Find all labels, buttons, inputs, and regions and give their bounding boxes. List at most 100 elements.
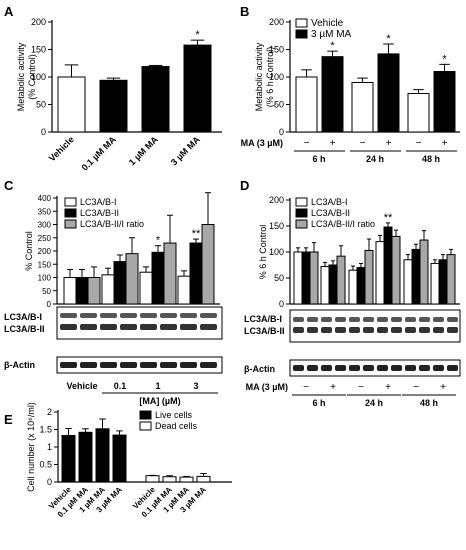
c-group-label: 3 (193, 381, 198, 391)
c-band-actin (60, 362, 77, 368)
e-y-tick-label: 0 (47, 477, 52, 487)
e-bar (78, 431, 93, 483)
a-x-tick-label: Vehicle (47, 134, 76, 163)
c-legend-swatch (64, 208, 77, 218)
c-y-tick-label: 300 (38, 221, 52, 230)
d-band-lc3-ii (419, 327, 430, 333)
d-bar (411, 248, 421, 305)
d-bar (446, 254, 456, 305)
d-band-lc3-ii (433, 327, 444, 333)
b-bar (295, 76, 318, 133)
c-bar (63, 277, 77, 305)
b-legend-swatch (295, 18, 308, 28)
d-blot-label: β-Actin (244, 364, 275, 374)
b-bar (351, 82, 374, 133)
b-treatment-sign: − (304, 138, 310, 149)
d-blot-actin-frame (289, 359, 461, 377)
c-band-lc3-ii (60, 324, 77, 330)
c-blot-label: β-Actin (4, 360, 35, 370)
d-bar (375, 241, 385, 305)
c-band-lc3-i (120, 313, 137, 318)
e-bar (61, 434, 76, 483)
e-y-tick-label: 2 (47, 407, 52, 417)
d-band-lc3-i (377, 317, 388, 322)
d-band-actin (447, 365, 458, 371)
c-legend-swatch (64, 219, 77, 229)
d-bar (309, 251, 319, 305)
c-y-tick-label: 250 (38, 234, 52, 243)
c-band-lc3-ii (100, 324, 117, 330)
c-band-actin (200, 362, 217, 368)
d-band-lc3-ii (307, 327, 318, 333)
d-bar (328, 264, 338, 305)
b-group-label: 24 h (366, 154, 384, 164)
c-band-actin (180, 362, 197, 368)
d-band-lc3-ii (335, 327, 346, 333)
d-band-actin (321, 365, 332, 371)
d-bar (403, 259, 413, 305)
b-significance-label: * (330, 40, 335, 52)
e-y-axis-label: Cell number (x 10⁶/ml) (26, 402, 36, 492)
c-band-actin (120, 362, 137, 368)
c-band-lc3-i (180, 313, 197, 318)
d-band-actin (405, 365, 416, 371)
d-legend-swatch (295, 197, 308, 207)
b-treatment-sign: − (360, 138, 366, 149)
a-bar (141, 66, 170, 133)
d-bar (320, 266, 330, 305)
d-group-label: 24 h (365, 398, 383, 408)
panel-label: D (240, 178, 249, 193)
c-bar (177, 275, 191, 305)
d-band-lc3-i (363, 317, 374, 322)
b-treatment-sign: + (330, 138, 336, 149)
d-bar (348, 269, 358, 305)
e-y-tick-label: 1.5 (39, 425, 52, 435)
b-legend-swatch (295, 29, 308, 39)
d-band-lc3-i (349, 317, 360, 322)
d-legend-swatch (295, 219, 308, 229)
b-significance-label: * (386, 33, 391, 45)
d-band-actin (335, 365, 346, 371)
b-y-tick-label: 50 (274, 100, 284, 110)
a-y-tick-label: 200 (31, 17, 46, 27)
c-bar (75, 277, 89, 305)
d-band-actin (433, 365, 444, 371)
a-bar (183, 44, 212, 133)
d-blot-label: LC3A/B-I (244, 314, 282, 324)
c-y-tick-label: 0 (47, 300, 52, 309)
d-band-lc3-ii (377, 327, 388, 333)
d-legend-label: LC3A/B-I (311, 197, 348, 207)
b-treatment-label: MA (3 µM) (241, 138, 283, 148)
d-group-label: 6 h (312, 398, 325, 408)
c-band-lc3-ii (80, 324, 97, 330)
e-y-tick-label: 0.5 (39, 460, 52, 470)
a-y-axis-label: Metabolic activity (16, 42, 26, 111)
c-significance-label: * (156, 235, 161, 247)
c-blot-label: LC3A/B-I (4, 312, 42, 322)
c-y-axis-label: % Control (24, 231, 34, 271)
d-bar (356, 267, 366, 305)
c-legend-label: LC3A/B-II/I ratio (80, 219, 144, 229)
e-bar (145, 475, 160, 483)
d-band-lc3-i (405, 317, 416, 322)
e-legend-swatch (139, 410, 152, 420)
b-significance-label: * (442, 53, 447, 65)
c-bar (139, 271, 153, 305)
d-blot-label: LC3A/B-II (244, 326, 285, 336)
c-bar (151, 251, 165, 305)
c-legend-label: LC3A/B-II (80, 208, 119, 218)
c-bar (189, 242, 203, 305)
d-y-tick-label: 200 (269, 195, 284, 205)
c-bar (113, 261, 127, 305)
c-band-lc3-ii (200, 324, 217, 330)
e-bar (196, 475, 211, 483)
b-group-label: 48 h (422, 154, 440, 164)
d-y-tick-label: 100 (269, 247, 284, 257)
d-band-actin (377, 365, 388, 371)
d-band-lc3-i (321, 317, 332, 322)
c-bar (101, 274, 115, 305)
d-treatment-sign: − (413, 382, 419, 393)
d-band-lc3-i (419, 317, 430, 322)
d-bar (438, 259, 448, 305)
